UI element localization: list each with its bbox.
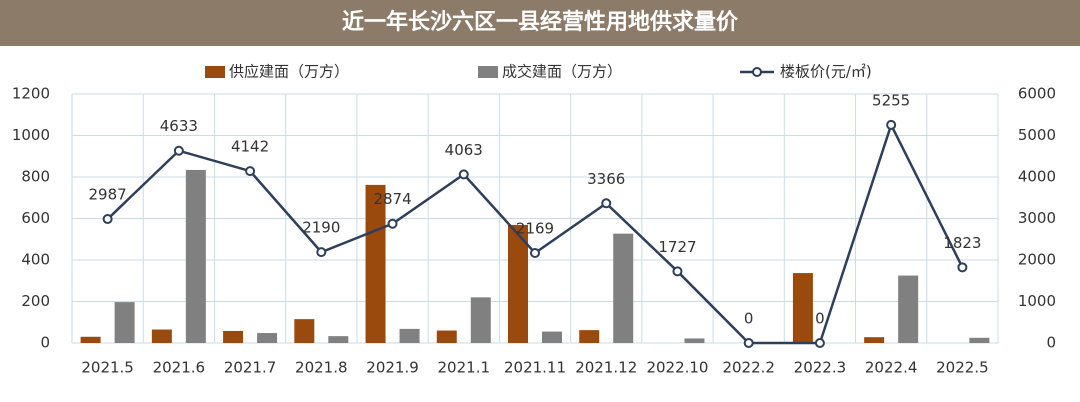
y2-tick-label: 3000 — [1018, 209, 1056, 227]
title-bar — [0, 0, 1080, 46]
x-tick-label: 2021.11 — [504, 359, 566, 377]
line-marker — [316, 247, 327, 258]
bar — [294, 319, 315, 343]
y-tick-label: 600 — [21, 209, 50, 227]
bar — [579, 330, 600, 343]
bar — [80, 336, 101, 343]
x-tick-label: 2021.12 — [575, 359, 637, 377]
line-marker — [672, 266, 683, 277]
bar — [151, 329, 172, 343]
y-tick-label: 200 — [21, 292, 50, 310]
bar — [508, 224, 528, 343]
bar — [969, 337, 990, 343]
value-label: 2874 — [373, 190, 411, 208]
line-marker — [601, 198, 612, 209]
legend-swatch — [205, 66, 225, 78]
legend-marker — [752, 67, 762, 77]
bar — [257, 333, 278, 343]
line-marker — [957, 262, 968, 273]
bar — [542, 331, 562, 343]
x-tick-label: 2021.9 — [366, 359, 419, 377]
line-marker — [387, 218, 398, 229]
x-tick-label: 2021.5 — [81, 359, 134, 377]
legend-label: 成交建面（万方） — [502, 63, 622, 81]
line-marker — [102, 214, 113, 225]
legend-label: 楼板价(元/㎡) — [780, 63, 872, 81]
value-label: 3366 — [587, 170, 625, 188]
bar — [470, 297, 491, 343]
line-marker — [886, 119, 897, 130]
value-label: 1727 — [658, 238, 696, 256]
bar — [114, 302, 135, 343]
line-marker — [173, 145, 184, 156]
bar — [399, 328, 420, 343]
bar — [684, 338, 705, 343]
value-label: 2987 — [89, 186, 127, 204]
bar — [898, 275, 919, 343]
value-label: 0 — [815, 310, 825, 328]
line-marker — [743, 338, 754, 348]
x-tick-label: 2021.7 — [224, 359, 277, 377]
y2-tick-label: 0 — [1046, 334, 1056, 352]
y2-tick-label: 6000 — [1018, 85, 1056, 103]
value-label: 5255 — [872, 91, 910, 109]
y-tick-label: 800 — [21, 168, 50, 186]
line-marker — [245, 166, 256, 177]
value-label: 2190 — [302, 219, 340, 237]
x-tick-label: 2022.2 — [722, 359, 775, 377]
bar — [328, 336, 349, 343]
bar — [365, 184, 386, 343]
bar — [864, 337, 885, 343]
line-marker — [458, 169, 469, 180]
value-label: 2169 — [516, 219, 554, 237]
y-tick-label: 0 — [40, 334, 50, 352]
chart-title: 近一年长沙六区一县经营性用地供求量价 — [342, 9, 739, 35]
x-tick-label: 2022.10 — [646, 359, 708, 377]
value-label: 1823 — [943, 234, 981, 252]
bar — [223, 330, 244, 343]
x-tick-label: 2022.3 — [794, 359, 847, 377]
x-tick-label: 2022.5 — [936, 359, 989, 377]
y2-tick-label: 4000 — [1018, 168, 1056, 186]
legend-swatch — [478, 66, 498, 78]
y-tick-label: 400 — [21, 251, 50, 269]
y2-tick-label: 1000 — [1018, 292, 1056, 310]
bar — [613, 233, 634, 343]
value-label: 4142 — [231, 138, 269, 156]
line-marker — [530, 247, 540, 258]
x-tick-label: 2021.6 — [153, 359, 206, 377]
bar — [185, 169, 206, 343]
value-label: 4633 — [160, 117, 198, 135]
legend-label: 供应建面（万方） — [229, 63, 349, 81]
line-marker — [814, 338, 825, 348]
value-label: 0 — [744, 310, 754, 328]
x-tick-label: 2021.8 — [295, 359, 348, 377]
y-tick-label: 1000 — [12, 126, 50, 144]
y2-tick-label: 5000 — [1018, 126, 1056, 144]
y-tick-label: 1200 — [12, 85, 50, 103]
x-tick-label: 2021.1 — [438, 359, 491, 377]
y2-tick-label: 2000 — [1018, 251, 1056, 269]
bar — [792, 273, 813, 343]
bar — [436, 330, 457, 343]
value-label: 4063 — [445, 141, 483, 159]
x-tick-label: 2022.4 — [865, 359, 918, 377]
